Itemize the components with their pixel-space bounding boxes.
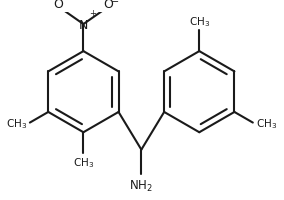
Text: −: − <box>111 0 120 7</box>
Text: NH$_2$: NH$_2$ <box>130 178 153 193</box>
Text: +: + <box>89 9 96 18</box>
Text: CH$_3$: CH$_3$ <box>6 117 27 131</box>
Text: O: O <box>53 0 63 11</box>
Text: CH$_3$: CH$_3$ <box>73 156 94 169</box>
Text: CH$_3$: CH$_3$ <box>189 15 210 29</box>
Text: N: N <box>79 18 88 31</box>
Text: CH$_3$: CH$_3$ <box>256 117 277 131</box>
Text: O: O <box>104 0 114 11</box>
